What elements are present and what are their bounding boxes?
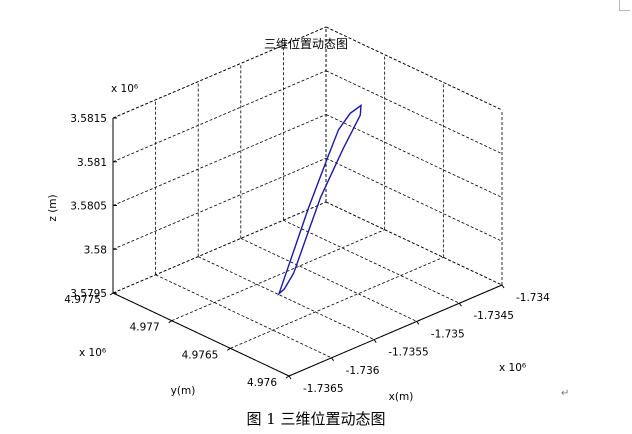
z-tick-label: 3.581	[77, 157, 107, 169]
x-tick-label: -1.7365	[303, 383, 344, 395]
x-tick	[288, 375, 292, 380]
z-tick-label: 3.5805	[70, 201, 107, 213]
floor-grid-x	[155, 274, 332, 359]
x-tick-label: -1.7355	[388, 347, 429, 359]
backwall-grid-z	[112, 70, 327, 163]
y-tick	[109, 292, 114, 296]
sidewall-grid-z	[325, 114, 503, 198]
axis-lines	[109, 117, 505, 380]
floor-grid-x	[240, 238, 417, 322]
sidewall-grid-z	[325, 157, 503, 242]
x-tick-label: -1.736	[346, 365, 380, 377]
x-tick	[501, 284, 505, 289]
z-tick-label: 3.5795	[70, 288, 107, 300]
x-multiplier: x 10⁶	[499, 362, 526, 374]
page-corner-mark	[619, 0, 630, 11]
figure-caption: 图 1 三维位置动态图	[246, 410, 386, 428]
x-axis-line	[288, 284, 503, 377]
floor-grid-y	[171, 229, 385, 322]
x-tick	[331, 357, 335, 362]
floor-grid-x	[198, 256, 375, 340]
grid-lines	[112, 26, 503, 377]
y-tick-label: 4.977	[130, 322, 160, 334]
y-axis-label: y(m)	[171, 385, 196, 397]
y-tick-label: 4.9765	[182, 349, 219, 361]
floor-grid-x	[283, 219, 460, 304]
y-tick-label: 4.9775	[64, 294, 101, 306]
x-axis-label: x(m)	[389, 391, 414, 403]
z-axis-label: z (m)	[47, 194, 59, 221]
sidewall-grid-z	[325, 70, 503, 155]
backwall-grid-z	[112, 157, 327, 250]
x-tick	[458, 302, 462, 307]
x-tick	[416, 321, 420, 325]
y-multiplier: x 10⁶	[79, 347, 106, 359]
z-tick-label: 3.5815	[70, 113, 107, 125]
box-top-edge	[325, 26, 503, 111]
trajectory-line-0	[277, 104, 362, 297]
y-tick-label: 4.976	[247, 377, 277, 389]
backwall-grid-z	[112, 201, 327, 294]
x-tick-label: -1.734	[516, 292, 550, 304]
x-tick-label: -1.7345	[473, 310, 514, 322]
box-top-edge	[112, 26, 327, 119]
data-series	[277, 104, 362, 297]
floor-grid-y	[230, 256, 444, 349]
z-tick-label: 3.58	[84, 244, 107, 256]
paragraph-mark: ↵	[561, 388, 570, 399]
y-axis-line	[112, 292, 290, 377]
chart-title: 三维位置动态图	[264, 36, 348, 51]
x-tick	[373, 339, 377, 343]
y-tick	[168, 320, 172, 324]
backwall-grid-z	[112, 114, 327, 206]
y-tick	[227, 347, 231, 351]
tick-labels: 3.5795 3.58 3.5805 3.581 3.5815 4.976 4.9765 4.…	[64, 113, 550, 395]
sidewall-grid-z	[325, 201, 503, 286]
x-tick-label: -1.735	[431, 328, 465, 340]
y-tick	[285, 375, 290, 379]
z-multiplier: x 10⁶	[111, 83, 138, 95]
